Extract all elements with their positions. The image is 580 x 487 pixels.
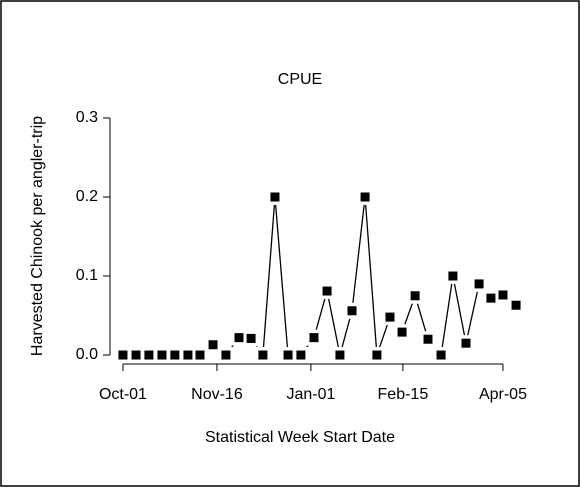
point xyxy=(258,350,268,360)
point xyxy=(283,350,293,360)
point xyxy=(385,312,395,322)
point xyxy=(372,350,382,360)
point xyxy=(183,350,193,360)
point xyxy=(221,350,231,360)
point xyxy=(335,350,345,360)
chart-title: CPUE xyxy=(278,71,322,88)
point xyxy=(170,350,180,360)
x-tick-label: Oct-01 xyxy=(99,386,147,403)
point xyxy=(157,350,167,360)
y-axis-label: Harvested Chinook per angler-trip xyxy=(29,116,46,356)
y-tick-label: 0.1 xyxy=(76,267,98,284)
point xyxy=(309,333,319,343)
point xyxy=(131,350,141,360)
x-tick-label: Nov-16 xyxy=(191,386,243,403)
x-tick-label: Jan-01 xyxy=(286,386,335,403)
point xyxy=(270,192,280,202)
point xyxy=(436,350,446,360)
point xyxy=(498,290,508,300)
point xyxy=(511,300,521,310)
point xyxy=(296,350,306,360)
y-tick-label: 0.2 xyxy=(76,188,98,205)
point xyxy=(208,340,218,350)
y-tick-label: 0.3 xyxy=(76,109,98,126)
point xyxy=(410,291,420,301)
x-tick-label: Feb-15 xyxy=(378,386,429,403)
point xyxy=(246,333,256,343)
point xyxy=(360,192,370,202)
x-tick-label: Apr-05 xyxy=(479,386,527,403)
y-tick-label: 0.0 xyxy=(76,346,98,363)
point xyxy=(474,279,484,289)
point xyxy=(461,338,471,348)
point xyxy=(486,293,496,303)
point xyxy=(322,286,332,296)
point xyxy=(234,333,244,343)
point xyxy=(347,306,357,316)
point xyxy=(118,350,128,360)
point xyxy=(448,271,458,281)
point xyxy=(423,334,433,344)
x-axis-label: Statistical Week Start Date xyxy=(205,429,395,446)
point xyxy=(195,350,205,360)
point xyxy=(397,327,407,337)
point xyxy=(144,350,154,360)
